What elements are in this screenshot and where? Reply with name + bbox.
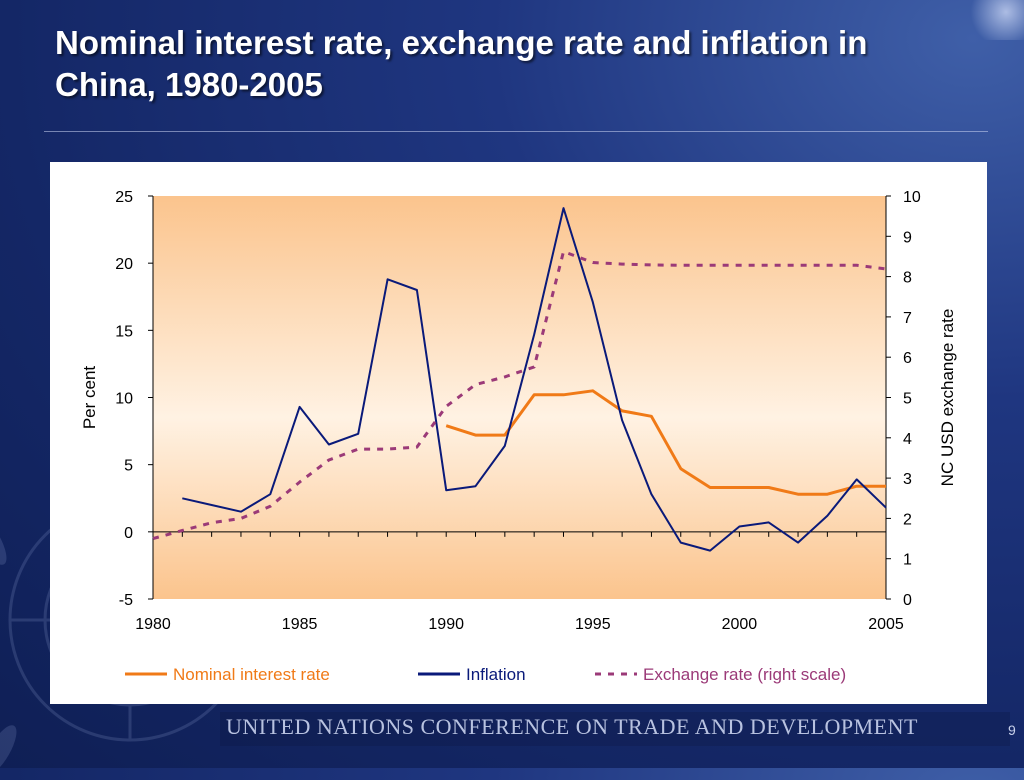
x-tick-label: 2000 (722, 616, 758, 633)
y-axis-title: Per cent (80, 366, 99, 430)
title-divider (44, 131, 988, 132)
left-tick-label: -5 (119, 592, 133, 609)
plot-area (153, 196, 886, 599)
right-tick-label: 9 (903, 229, 912, 246)
x-tick-label: 1995 (575, 616, 611, 633)
slide-number: 9 (1008, 722, 1016, 738)
right-tick-label: 2 (903, 511, 912, 528)
left-tick-label: 25 (115, 189, 133, 206)
footer-organization: UNITED NATIONS CONFERENCE ON TRADE AND D… (226, 714, 1006, 744)
right-tick-label: 0 (903, 592, 912, 609)
legend-label-1: Inflation (466, 665, 526, 684)
left-tick-label: 15 (115, 323, 133, 340)
left-tick-label: 20 (115, 256, 133, 273)
left-tick-label: 0 (124, 525, 133, 542)
right-tick-label: 5 (903, 391, 912, 408)
chart-panel: -5 0 5 10 15 20 25 0 1 2 3 4 5 6 7 8 9 10 1980 1985 1990 1995… (50, 162, 987, 704)
right-tick-label: 4 (903, 431, 912, 448)
y-axis-title-right: NC USD exchange rate (938, 309, 957, 487)
legend-label-0: Nominal interest rate (173, 665, 330, 684)
x-tick-label: 2005 (868, 616, 904, 633)
x-tick-label: 1980 (135, 616, 171, 633)
right-tick-label: 10 (903, 189, 921, 206)
right-tick-label: 1 (903, 552, 912, 569)
left-tick-label: 10 (115, 391, 133, 408)
left-tick-label: 5 (124, 458, 133, 475)
x-tick-label: 1985 (282, 616, 318, 633)
corner-glow (964, 0, 1024, 40)
line-chart: -5 0 5 10 15 20 25 0 1 2 3 4 5 6 7 8 9 10 1980 1985 1990 1995… (50, 162, 987, 704)
legend-label-2: Exchange rate (right scale) (643, 665, 846, 684)
right-tick-label: 7 (903, 310, 912, 327)
right-tick-label: 6 (903, 350, 912, 367)
right-tick-label: 8 (903, 270, 912, 287)
x-tick-label: 1990 (428, 616, 464, 633)
slide-title: Nominal interest rate, exchange rate and… (55, 22, 955, 106)
right-tick-label: 3 (903, 471, 912, 488)
